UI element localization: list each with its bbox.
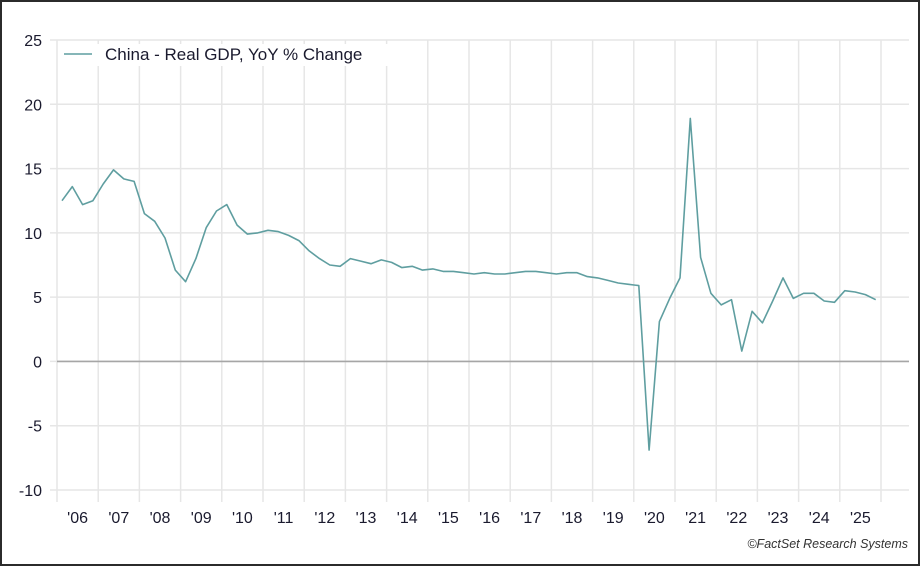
source-credit: ©FactSet Research Systems: [747, 537, 908, 551]
y-axis: 25 20 15 10 5 0 -5 -10: [19, 33, 42, 500]
x-tick-label: '16: [479, 510, 500, 527]
legend-background: [60, 44, 405, 66]
x-tick-label: '20: [644, 510, 665, 527]
legend: China - Real GDP, YoY % Change: [60, 44, 405, 66]
y-tick-label: -10: [19, 483, 42, 500]
y-tick-label: 20: [24, 97, 42, 114]
x-tick-label: '15: [438, 510, 459, 527]
x-tick-label: '19: [603, 510, 624, 527]
x-tick-label: '10: [232, 510, 253, 527]
x-tick-label: '06: [67, 510, 88, 527]
y-tick-label: -5: [28, 419, 42, 436]
y-tick-label: 25: [24, 33, 42, 50]
gdp-series-line: [61, 117, 877, 451]
x-tick-label: '25: [850, 510, 871, 527]
x-tick-label: '08: [150, 510, 171, 527]
y-tick-label: 15: [24, 162, 42, 179]
x-tick-label: '09: [191, 510, 212, 527]
x-tick-label: '12: [314, 510, 335, 527]
x-tick-label: '18: [562, 510, 583, 527]
y-tick-label: 10: [24, 226, 42, 243]
x-tick-label: '13: [356, 510, 377, 527]
x-tick-label: '23: [768, 510, 789, 527]
gridlines: [50, 39, 909, 502]
x-axis: '06 '07 '08 '09 '10 '11 '12 '13 '14 '15 '16 '17 '18 '…: [67, 510, 871, 527]
x-tick-label: '11: [274, 510, 294, 527]
legend-label: China - Real GDP, YoY % Change: [105, 45, 362, 64]
x-tick-label: '14: [397, 510, 418, 527]
x-tick-label: '21: [685, 510, 706, 527]
x-tick-label: '07: [108, 510, 129, 527]
y-tick-label: 0: [33, 354, 42, 371]
y-tick-label: 5: [33, 290, 42, 307]
x-tick-label: '22: [726, 510, 747, 527]
x-tick-label: '24: [809, 510, 830, 527]
x-tick-label: '17: [520, 510, 541, 527]
